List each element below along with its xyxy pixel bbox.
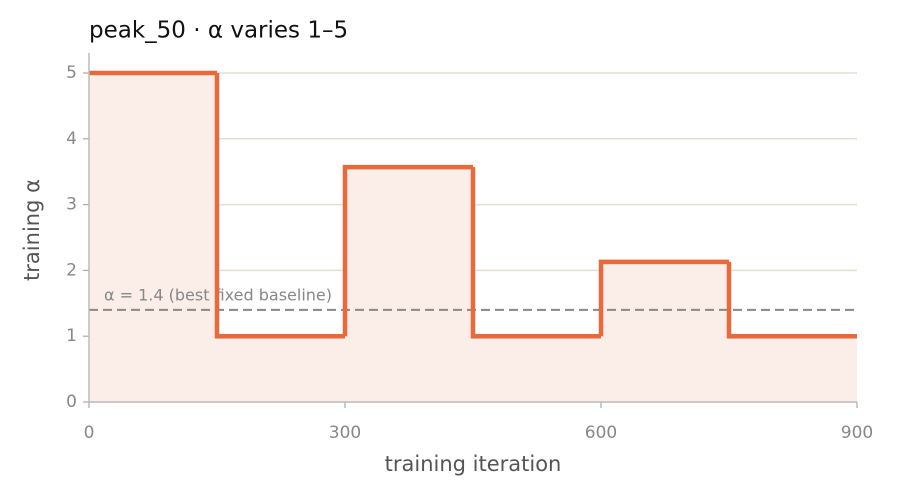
step-line — [470, 167, 601, 339]
step-line — [342, 164, 473, 337]
area-fill — [729, 336, 857, 402]
area-fill — [89, 73, 217, 402]
area-fill — [601, 261, 729, 402]
step-line — [726, 261, 857, 339]
y-axis-label: training α — [20, 179, 44, 281]
y-tick-label: 5 — [66, 63, 77, 83]
y-tick-label: 4 — [66, 129, 77, 149]
area-fill — [473, 336, 601, 402]
x-tick-label: 600 — [585, 423, 617, 443]
x-tick-label: 900 — [841, 423, 873, 443]
chart-title: peak_50 · α varies 1–5 — [89, 18, 348, 44]
x-tick-label: 300 — [329, 423, 361, 443]
x-tick-label: 0 — [84, 423, 95, 443]
area-fill — [217, 336, 345, 402]
x-axis-label: training iteration — [385, 452, 562, 476]
area-fill — [345, 167, 473, 402]
y-tick-label: 3 — [66, 195, 77, 215]
y-tick-label: 0 — [66, 392, 77, 412]
y-tick-label: 2 — [66, 260, 77, 280]
step-line — [214, 73, 345, 339]
step-line — [598, 259, 729, 337]
y-tick-label: 1 — [66, 326, 77, 346]
